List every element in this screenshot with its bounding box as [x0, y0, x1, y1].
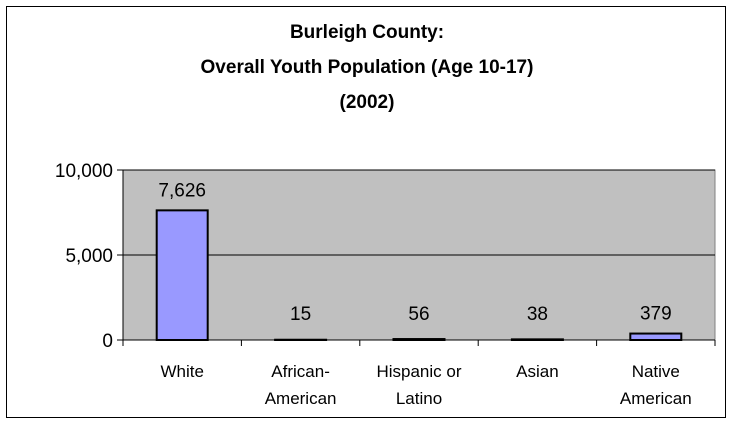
x-tick-label: White — [160, 362, 203, 381]
x-tick-label: Asian — [516, 362, 559, 381]
x-tick-labels: White African- American Hispanic or Latino As… — [160, 362, 691, 408]
data-label: 15 — [290, 304, 311, 325]
x-tick-label: American — [265, 389, 337, 408]
x-tick-label: Native — [632, 362, 680, 381]
data-label: 379 — [640, 304, 672, 325]
x-tick-label: African- — [271, 362, 330, 381]
chart-title-line-3: (2002) — [340, 92, 395, 113]
bars — [155, 209, 683, 342]
bar — [155, 209, 209, 341]
chart-title-line-1: Burleigh County: — [290, 22, 444, 43]
chart-title-line-2: Overall Youth Population (Age 10-17) — [201, 57, 534, 78]
axes — [117, 169, 716, 346]
data-labels: 7,626 15 56 38 379 — [158, 180, 671, 325]
data-label: 7,626 — [158, 180, 206, 201]
bar — [629, 332, 683, 342]
x-tick-label: American — [620, 389, 692, 408]
x-tick-label: Latino — [396, 389, 442, 408]
chart-title: Burleigh County: Overall Youth Populatio… — [201, 22, 534, 113]
y-tick-labels: 0 5,000 10,000 — [55, 161, 113, 352]
y-tick-label: 0 — [102, 331, 113, 352]
y-tick-label: 10,000 — [55, 161, 113, 182]
data-label: 56 — [408, 304, 429, 325]
data-label: 38 — [527, 304, 548, 325]
x-tick-label: Hispanic or — [376, 362, 461, 381]
gridlines — [123, 169, 715, 256]
y-tick-label: 5,000 — [65, 246, 113, 267]
